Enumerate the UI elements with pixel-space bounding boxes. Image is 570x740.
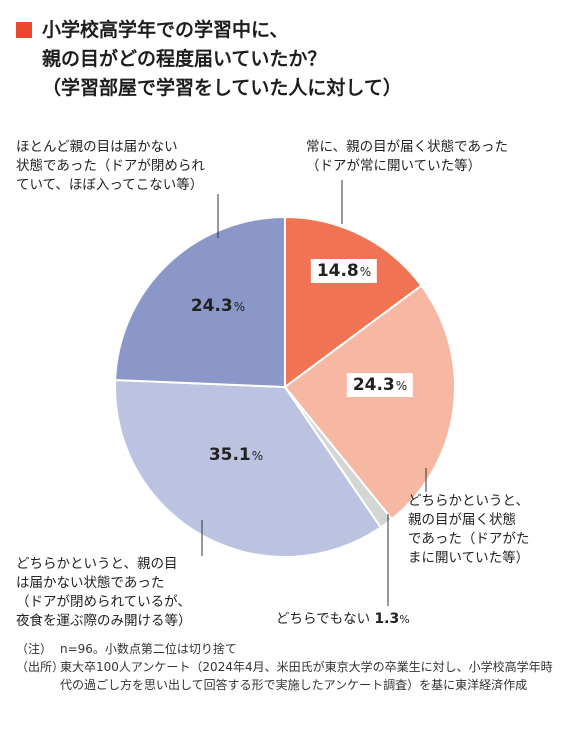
slice-label-always-visible: 常に、親の目が届く状態であった （ドアが常に開いていた等） [306, 139, 508, 174]
leader-lines [201, 180, 427, 606]
pie-slice-somewhat-not-visible [114, 379, 383, 558]
slice-value-neither: 1.3% [374, 611, 410, 627]
slice-value-somewhat-not-visible: 35.1% [208, 445, 264, 465]
slice-label-somewhat-visible: どちらかというと、 親の目が届く状態 であった（ドアがた まに開いていた等） [408, 493, 530, 566]
slice-label-neither: どちらでもない 1.3% [276, 611, 410, 627]
slice-value-mostly-not-visible: 24.3% [190, 296, 246, 316]
note-sample: （注） n=96。小数点第二位は切り捨て [16, 642, 237, 656]
title-marker-square [16, 22, 32, 38]
pie-slice-somewhat-visible [283, 284, 457, 521]
slice-label-somewhat-not-visible: どちらかというと、親の目 は届かない状態であった （ドアが閉められているが、 夜… [16, 556, 192, 629]
footnotes: （注） n=96。小数点第二位は切り捨て （出所） 東大卒100人アンケート（202… [16, 640, 556, 694]
title-line-3: （学習部屋で学習をしていた人に対して） [42, 77, 402, 99]
pie-slices [114, 215, 457, 558]
slice-value-somewhat-visible: 24.3% [346, 373, 414, 397]
note-source: （出所） 東大卒100人アンケート（2024年4月、米田氏が東京大学の卒業生に対し… [16, 660, 553, 692]
pie-slice-mostly-not-visible [114, 215, 286, 389]
slice-label-mostly-not-visible: ほとんど親の目は届かない 状態であった（ドアが閉められ ていて、ほぼ入ってこない… [16, 139, 205, 193]
title-line-1: 小学校高学年での学習中に、 [42, 19, 289, 41]
slice-value-always-visible: 14.8% [310, 259, 378, 283]
title-line-2: 親の目がどの程度届いていたか？ [42, 48, 327, 70]
